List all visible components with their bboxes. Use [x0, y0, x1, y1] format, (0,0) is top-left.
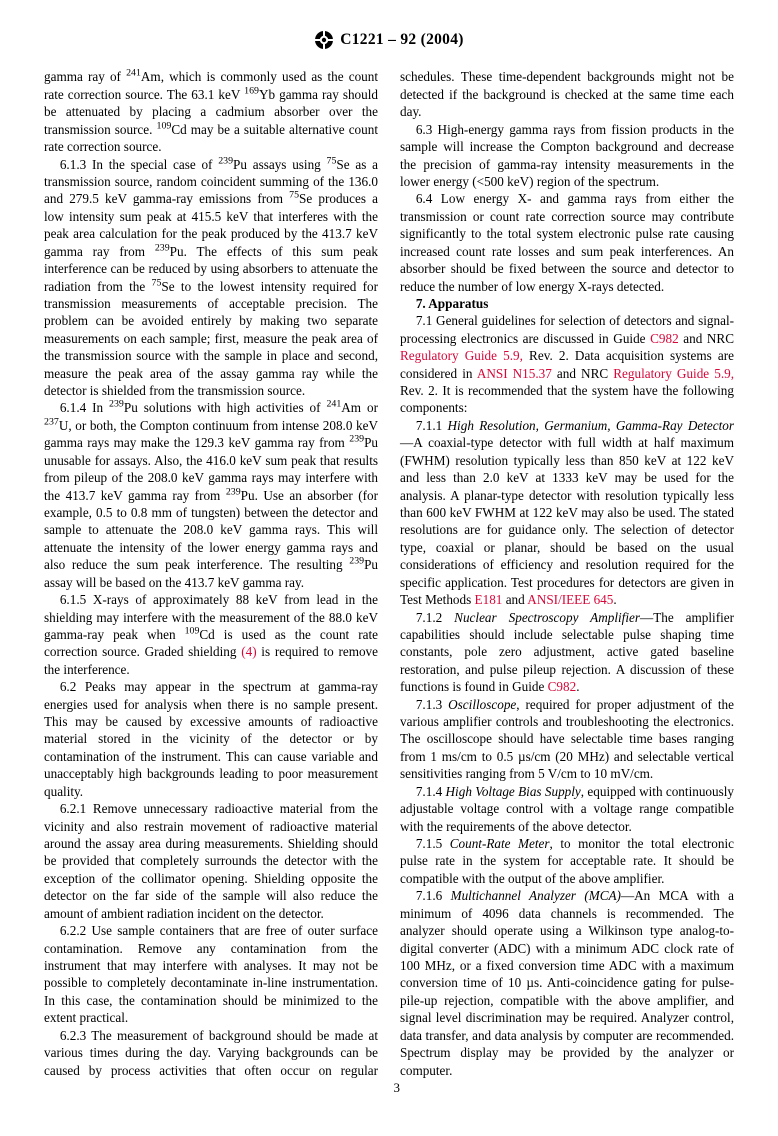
para-6.1.4: 6.1.4 In 239Pu solutions with high activ…	[44, 399, 378, 591]
term-count-rate-meter: Count-Rate Meter	[450, 836, 550, 851]
page: C1221 – 92 (2004) gamma ray of 241Am, wh…	[0, 0, 778, 1136]
para-7.1.5: 7.1.5 Count-Rate Meter, to monitor the t…	[400, 835, 734, 887]
body-columns: gamma ray of 241Am, which is commonly us…	[44, 68, 734, 1096]
para-6.3: 6.3 High-energy gamma rays from fission …	[400, 121, 734, 191]
designation: C1221 – 92 (2004)	[340, 30, 464, 50]
para-6.1.3: 6.1.3 In the special case of 239Pu assay…	[44, 156, 378, 400]
para-6.1.5: 6.1.5 X-rays of approximately 88 keV fro…	[44, 591, 378, 678]
ref-reg-guide-5.9: Regulatory Guide 5.9,	[400, 348, 523, 363]
para-7.1.2: 7.1.2 Nuclear Spectroscopy Amplifier—The…	[400, 609, 734, 696]
ref-c982: C982	[650, 331, 679, 346]
ref-4: (4)	[241, 644, 256, 659]
para-7.1.4: 7.1.4 High Voltage Bias Supply, equipped…	[400, 783, 734, 835]
term-hv-bias-supply: High Voltage Bias Supply	[446, 784, 581, 799]
para-7.1: 7.1 General guidelines for selection of …	[400, 312, 734, 417]
section-7-head: 7. Apparatus	[400, 295, 734, 312]
term-oscilloscope: Oscilloscope	[448, 697, 516, 712]
page-number: 3	[44, 1079, 734, 1096]
astm-logo-icon	[314, 30, 334, 50]
para-6.4: 6.4 Low energy X- and gamma rays from ei…	[400, 190, 734, 295]
term-detector: High Resolution, Germanium, Gamma-Ray De…	[448, 418, 734, 433]
para-6.1.2-cont: gamma ray of 241Am, which is commonly us…	[44, 68, 378, 155]
ref-e181: E181	[475, 592, 503, 607]
ref-reg-guide-5.9-b: Regulatory Guide 5.9,	[613, 366, 734, 381]
para-6.2: 6.2 Peaks may appear in the spectrum at …	[44, 678, 378, 800]
ref-ansi-n15.37: ANSI N15.37	[477, 366, 552, 381]
para-6.2.1: 6.2.1 Remove unnecessary radioactive mat…	[44, 800, 378, 922]
para-7.1.6: 7.1.6 Multichannel Analyzer (MCA)—An MCA…	[400, 887, 734, 1079]
para-7.1.1: 7.1.1 High Resolution, Germanium, Gamma-…	[400, 417, 734, 609]
para-7.1.3: 7.1.3 Oscilloscope, required for proper …	[400, 696, 734, 783]
para-6.2.2: 6.2.2 Use sample containers that are fre…	[44, 922, 378, 1027]
term-amplifier: Nuclear Spectroscopy Amplifier	[454, 610, 640, 625]
page-header: C1221 – 92 (2004)	[44, 30, 734, 50]
ref-ansi-ieee-645: ANSI/IEEE 645	[527, 592, 613, 607]
ref-c982-b: C982	[548, 679, 577, 694]
term-mca: Multichannel Analyzer (MCA)	[451, 888, 621, 903]
